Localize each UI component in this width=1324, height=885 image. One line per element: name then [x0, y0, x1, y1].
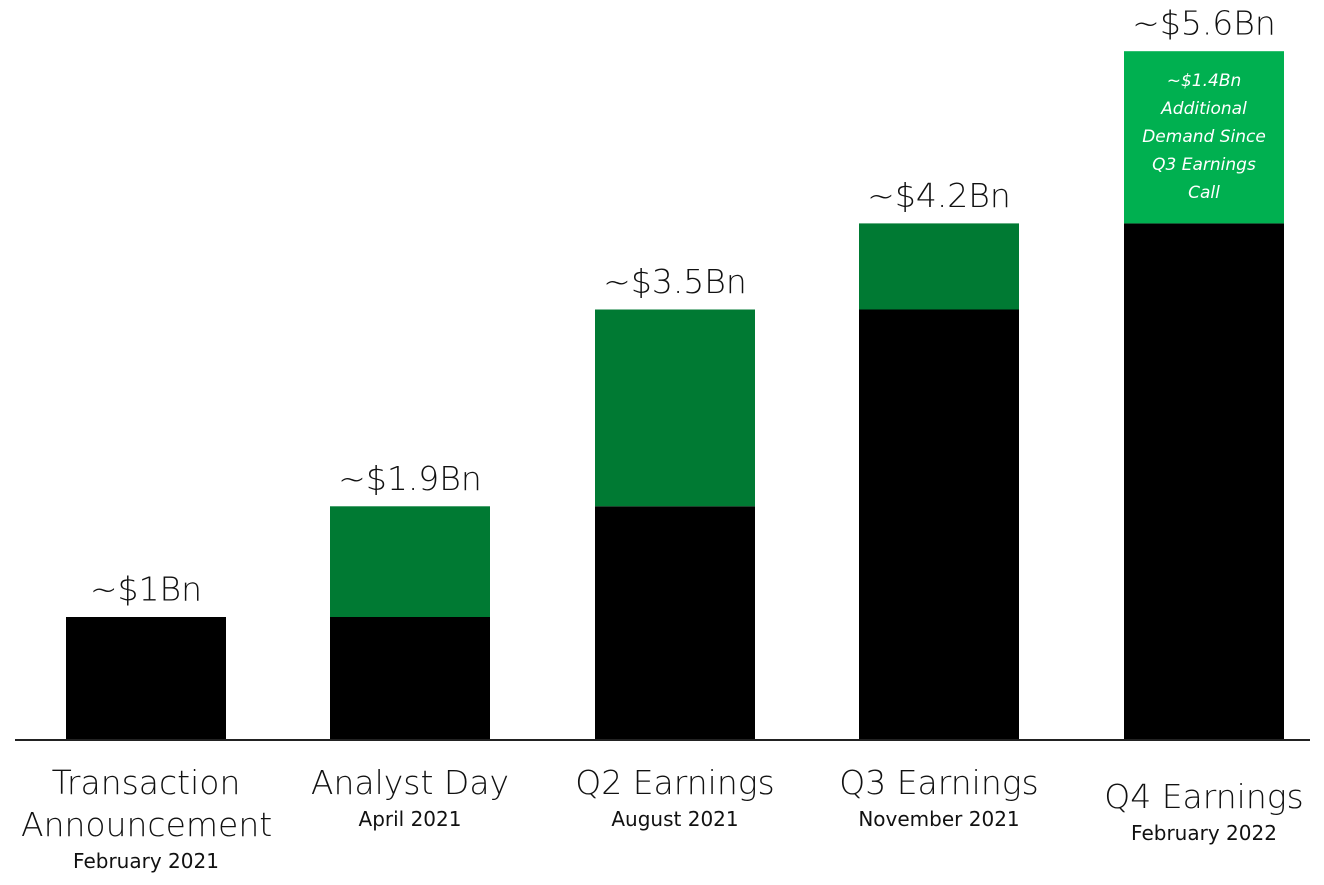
bar-segment: [1124, 51, 1284, 224]
category-label: Transaction Announcement: [21, 763, 273, 844]
bar-segment: [66, 617, 226, 740]
annotation-line: Call: [1188, 183, 1220, 203]
category-date: April 2021: [358, 807, 462, 831]
category-label: Q2 Earnings: [575, 763, 775, 802]
category: Analyst Day April 2021: [285, 762, 535, 834]
bar-segment: [330, 506, 490, 617]
category: Q3 Earnings November 2021: [814, 762, 1064, 834]
total-label: ~$3.5Bn: [603, 262, 747, 301]
category-label: Q4 Earnings: [1104, 777, 1304, 816]
category-date: February 2021: [73, 849, 219, 873]
category-date: November 2021: [858, 807, 1020, 831]
category: Q4 Earnings February 2022: [1079, 776, 1324, 848]
category-date: August 2021: [611, 807, 739, 831]
annotation-line: Q3 Earnings: [1152, 155, 1256, 175]
annotation-line: ~$1.4Bn: [1167, 71, 1242, 91]
category-date: February 2022: [1131, 821, 1277, 845]
bar-segment: [595, 309, 755, 507]
category: Transaction Announcement February 2021: [21, 762, 273, 876]
total-label: ~$1.9Bn: [338, 459, 482, 498]
bar-segment: [859, 309, 1019, 740]
bar-segment: [595, 506, 755, 740]
category-label: Analyst Day: [310, 763, 510, 802]
bar-segment: [1124, 223, 1284, 740]
bar-segment: [330, 617, 490, 740]
bar-segment: [859, 223, 1019, 310]
total-label: ~$5.6Bn: [1132, 4, 1276, 43]
annotation-line: Demand Since: [1142, 127, 1266, 147]
annotation-line: Additional: [1160, 99, 1247, 119]
total-label: ~$1Bn: [90, 570, 202, 609]
total-label: ~$4.2Bn: [867, 176, 1011, 215]
category-label: Q3 Earnings: [839, 763, 1039, 802]
category: Q2 Earnings August 2021: [550, 762, 800, 834]
